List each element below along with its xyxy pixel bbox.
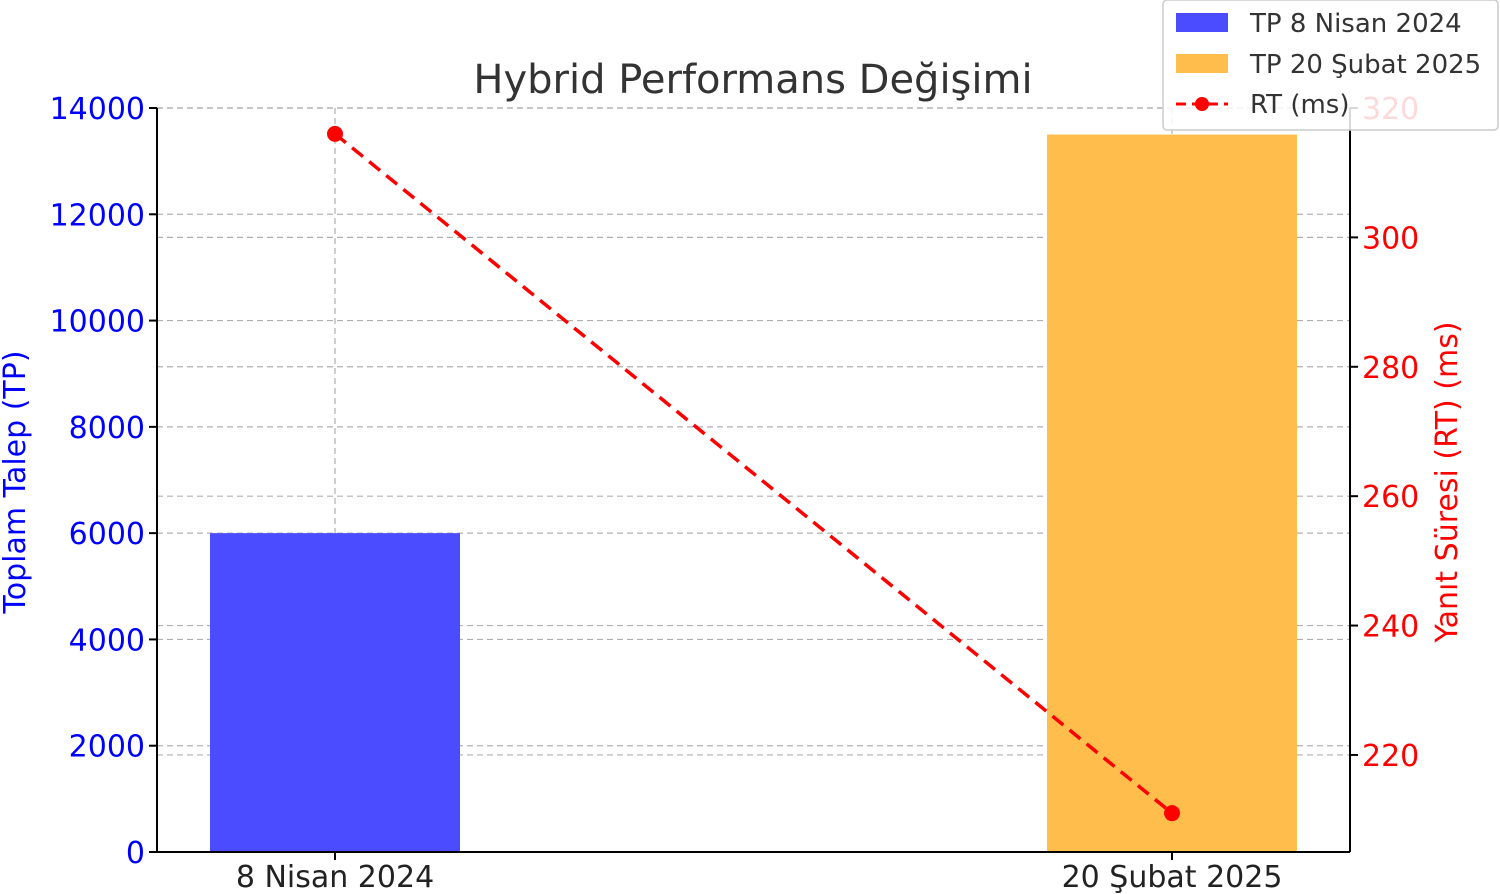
left-tick-label: 4000 (69, 623, 145, 658)
left-tick-label: 6000 (69, 517, 145, 552)
left-tick-label: 8000 (69, 411, 145, 446)
bar-series (210, 134, 1297, 853)
bar-1 (1047, 134, 1297, 853)
x-tick-label: 8 Nisan 2024 (236, 860, 434, 894)
right-tick-label: 260 (1362, 480, 1419, 515)
right-axis-label: Yanıt Süresi (RT) (ms) (1430, 321, 1465, 643)
left-tick-label: 2000 (69, 730, 145, 765)
right-tick-label: 300 (1362, 221, 1419, 256)
right-tick-label: 220 (1362, 739, 1419, 774)
right-axis-ticks: 220240260280300320 (1350, 92, 1419, 774)
right-tick-label: 240 (1362, 610, 1419, 645)
left-tick-label: 10000 (50, 305, 145, 340)
x-tick-label: 20 Şubat 2025 (1062, 860, 1283, 894)
right-tick-label: 280 (1362, 351, 1419, 386)
rt-point-1 (1164, 805, 1180, 822)
legend-label-rt: RT (ms) (1250, 90, 1349, 120)
legend-swatch-tp-20-subat-2025 (1176, 54, 1228, 73)
rt-line (333, 132, 1174, 815)
chart-title: Hybrid Performans Değişimi (473, 57, 1032, 103)
left-tick-label: 14000 (50, 92, 145, 127)
bar-0 (210, 533, 460, 852)
left-tick-label: 12000 (50, 198, 145, 233)
legend-marker-rt (1195, 97, 1209, 111)
legend-label-tp-8-nisan-2024: TP 8 Nisan 2024 (1249, 9, 1462, 39)
left-axis-ticks: 0 2000 4000 6000 8000 10000 12000 14000 (50, 92, 157, 871)
legend-swatch-tp-8-nisan-2024 (1176, 13, 1228, 32)
x-axis-ticks: 8 Nisan 2024 20 Şubat 2025 (236, 852, 1283, 894)
rt-line-series (327, 125, 1180, 822)
legend: TP 8 Nisan 2024 TP 20 Şubat 2025 RT (ms) (1162, 0, 1499, 131)
axes (156, 108, 1351, 853)
grid-lines-x (334, 108, 1173, 852)
legend-label-tp-20-subat-2025: TP 20 Şubat 2025 (1249, 50, 1481, 80)
rt-point-0 (327, 125, 343, 142)
legend-box (1162, 0, 1499, 131)
left-axis-label: Toplam Talep (TP) (0, 350, 33, 614)
left-tick-label: 0 (126, 836, 145, 871)
